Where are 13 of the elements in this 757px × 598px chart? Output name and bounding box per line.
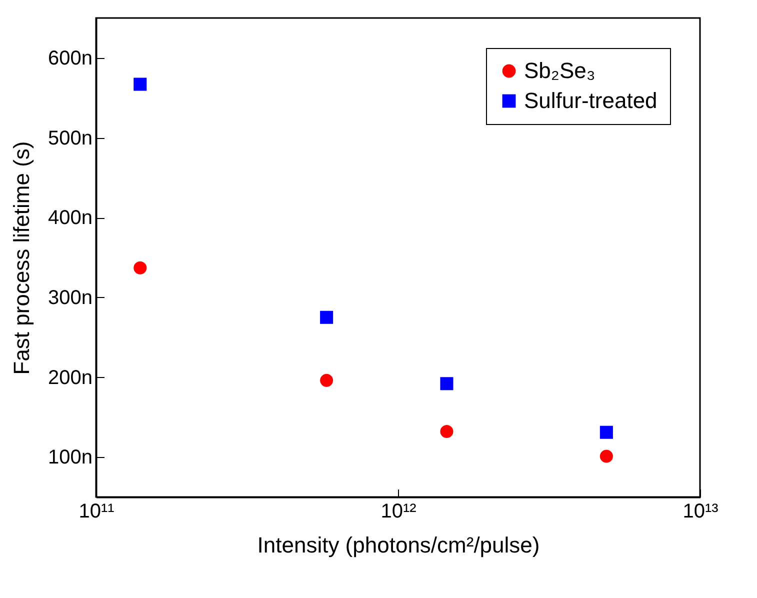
y-axis-title: Fast process lifetime (s) [9, 141, 34, 375]
y-tick-label: 100n [48, 446, 92, 469]
y-tick-label: 600n [48, 47, 92, 70]
legend-label: Sb₂Se₃ [524, 58, 596, 83]
y-tick-label: 300n [48, 286, 92, 309]
x-axis-title: Intensity (photons/cm²/pulse) [257, 532, 540, 558]
y-tick-label: 500n [48, 127, 92, 150]
x-tick-label: 10¹² [380, 500, 417, 522]
legend-label: Sulfur-treated [524, 88, 658, 113]
y-tick-label: 400n [48, 207, 92, 230]
y-tick-label: 200n [48, 366, 92, 389]
x-tick-label: 10¹¹ [78, 500, 115, 522]
x-tick-label: 10¹³ [682, 500, 719, 522]
